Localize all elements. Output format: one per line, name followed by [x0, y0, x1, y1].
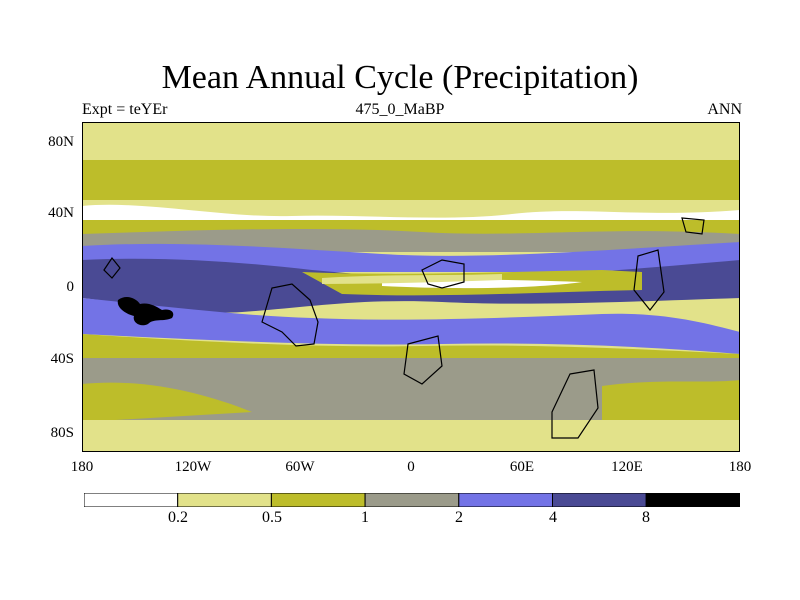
colorbar-label: 1 — [361, 509, 369, 526]
lat-tick-40s: 40S — [50, 351, 74, 367]
lon-tick-120e: 120E — [611, 459, 643, 475]
band-polar-south — [82, 420, 740, 452]
lat-tick-80s: 80S — [50, 425, 74, 441]
lon-tick-0: 0 — [407, 459, 415, 475]
colorbar-label: 8 — [642, 509, 650, 526]
colorbar-bin — [84, 493, 179, 507]
precipitation-map — [82, 122, 740, 452]
colorbar-bin — [552, 493, 647, 507]
lat-tick-80n: 80N — [48, 134, 74, 150]
colorbar-label: 0.2 — [168, 509, 188, 526]
coastline — [103, 217, 705, 439]
lat-tick-0: 0 — [66, 279, 75, 295]
lon-tick-180e: 180 — [728, 459, 752, 475]
colorbar-label: 0.5 — [262, 509, 282, 526]
band-equator-pale — [322, 274, 502, 284]
colorbar-bin — [645, 493, 740, 507]
colorbar-bin — [364, 493, 460, 507]
band-south-olive-east — [602, 380, 740, 420]
colorbar-bin — [458, 493, 553, 507]
season-label: ANN — [707, 101, 742, 118]
lon-tick-120w: 120W — [174, 459, 212, 475]
colorbar-label: 4 — [549, 509, 557, 526]
experiment-label: Expt = teYEr — [82, 101, 168, 118]
chart-title: Mean Annual Cycle (Precipitation) — [161, 59, 639, 96]
colorbar — [84, 493, 740, 507]
lon-tick-60e: 60E — [509, 459, 535, 475]
period-label: 475_0_MaBP — [355, 101, 445, 118]
lon-tick-180w: 180 — [70, 459, 94, 475]
map-frame — [82, 122, 740, 452]
colorbar-label: 2 — [455, 509, 463, 526]
colorbar-bin — [177, 493, 272, 507]
lon-tick-60w: 60W — [285, 459, 315, 475]
colorbar-bin — [270, 493, 366, 507]
band-south-blue — [82, 298, 740, 354]
precip-max-blob — [117, 297, 174, 326]
band-north-midlat — [82, 160, 740, 200]
lat-tick-40n: 40N — [48, 205, 74, 221]
band-south-olive — [82, 382, 252, 422]
